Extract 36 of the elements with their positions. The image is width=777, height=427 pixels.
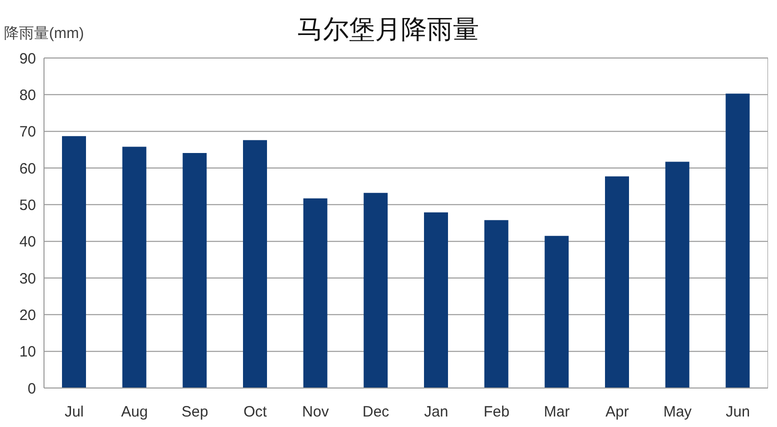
y-tick-label: 0 [28,380,36,398]
bar [303,198,328,388]
x-tick-label: Jan [424,404,448,421]
y-tick-label: 20 [19,306,36,324]
x-tick-label: Aug [121,404,148,421]
x-tick-label: Sep [181,404,208,421]
y-axis-title: 降雨量(mm) [4,24,84,43]
x-tick-label: Jun [726,404,750,421]
x-tick-label: Oct [243,404,268,421]
y-tick-label: 50 [19,196,36,214]
bar [424,212,448,388]
x-tick-label: May [663,404,692,421]
y-tick-label: 70 [19,124,36,141]
bar [122,146,146,388]
x-tick-label: Jul [64,404,84,421]
x-tick-label: Mar [544,404,570,421]
bar [484,220,508,388]
bar [62,136,86,388]
bar [544,236,569,388]
bar [243,140,267,388]
x-tick-label: Apr [605,404,629,421]
y-tick-label: 10 [19,344,36,361]
y-tick-label: 90 [19,50,36,68]
x-tick-label: Nov [302,404,330,421]
x-tick-label: Dec [362,404,390,421]
bar [726,94,750,388]
x-tick-label: Feb [484,404,510,421]
bar [364,192,388,388]
y-tick-label: 40 [19,234,36,251]
y-tick-label: 80 [19,86,36,104]
y-tick-label: 30 [19,270,36,288]
chart-title: 马尔堡月降雨量 [297,14,479,44]
bar [605,176,629,388]
bar [182,152,207,388]
bar [665,162,690,388]
y-tick-label: 60 [19,160,36,178]
